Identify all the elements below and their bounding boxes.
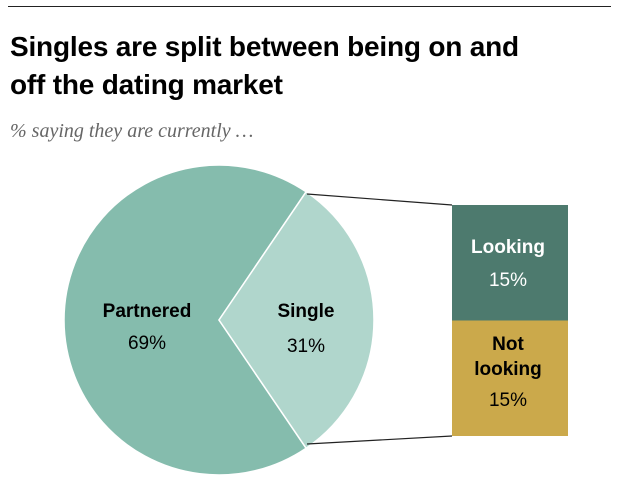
connector-line-bottom <box>306 435 453 445</box>
breakdown-bar <box>452 205 568 436</box>
slice-value-single: 31% <box>287 336 325 357</box>
connector-lines <box>306 193 453 445</box>
chart-title-line-1: Singles are split between being on and <box>10 31 519 62</box>
segment-value-looking: 15% <box>489 270 527 291</box>
pie-labels: Partnered 69% Single 31% <box>103 301 335 357</box>
bar-labels: Looking 15% Not looking 15% <box>471 237 545 411</box>
connector-line-top <box>306 193 453 206</box>
chart-subtitle: % saying they are currently … <box>10 120 254 142</box>
bar-segment-not-looking <box>452 320 568 436</box>
pie-slice-single <box>218 190 375 450</box>
slice-value-partnered: 69% <box>128 333 166 354</box>
slice-label-partnered: Partnered <box>103 301 192 322</box>
chart-title: Singles are split between being on and o… <box>10 28 610 104</box>
bar-segment-looking <box>452 205 568 321</box>
slice-label-single: Single <box>277 301 334 322</box>
segment-label-not-looking-line-2: looking <box>474 359 542 380</box>
segment-label-looking: Looking <box>471 237 545 258</box>
top-rule <box>8 6 611 7</box>
pie-slices <box>63 164 375 476</box>
segment-value-not-looking: 15% <box>489 390 527 411</box>
pie-slice-partnered <box>63 164 308 476</box>
chart-title-line-2: off the dating market <box>10 69 283 100</box>
segment-label-not-looking-line-1: Not <box>492 334 524 355</box>
